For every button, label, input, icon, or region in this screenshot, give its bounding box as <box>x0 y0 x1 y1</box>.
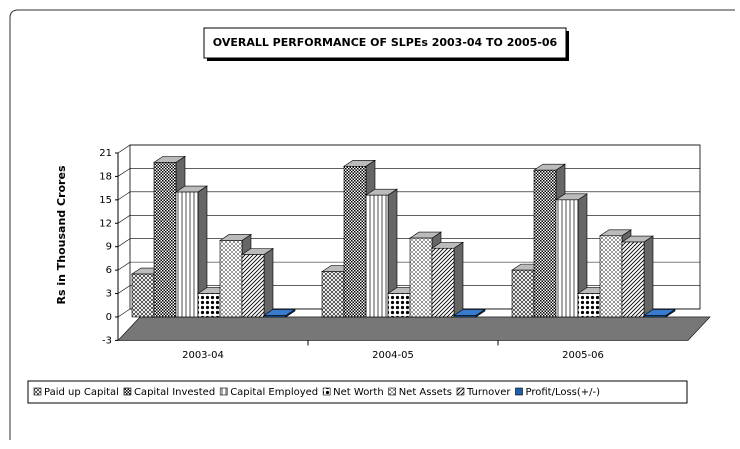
legend-label: Paid up Capital <box>44 387 119 398</box>
bar <box>263 315 287 318</box>
bar <box>343 165 367 318</box>
y-tick-label: -3 <box>102 335 112 346</box>
y-tick-label: 15 <box>99 195 112 206</box>
title-shadow <box>207 58 569 61</box>
bar <box>555 199 579 318</box>
grid-line <box>117 261 131 271</box>
bar <box>453 315 477 318</box>
y-axis-label: Rs in Thousand Crores <box>55 165 68 304</box>
bar-side <box>453 241 464 318</box>
grid-line <box>117 215 131 224</box>
bar <box>153 162 177 318</box>
legend-swatch <box>322 387 331 396</box>
bar <box>321 271 345 318</box>
grid-line <box>117 285 131 294</box>
bar-side <box>263 247 274 318</box>
y-tick-label: 21 <box>99 148 112 159</box>
grid-line <box>117 308 131 318</box>
legend-label: Capital Employed <box>230 387 318 398</box>
legend-swatch <box>33 387 42 396</box>
legend-label: Profit/Loss(+/-) <box>525 387 600 398</box>
x-tick-label: 2003-04 <box>182 350 224 361</box>
legend-box <box>27 380 688 404</box>
grid-line <box>117 144 131 154</box>
grid-line <box>117 168 131 177</box>
legend-swatch <box>456 387 465 396</box>
bar <box>131 273 155 318</box>
bar <box>577 293 601 318</box>
y-tick-label: 12 <box>99 218 112 229</box>
bar <box>219 240 243 318</box>
bar <box>409 237 433 318</box>
chart-title: OVERALL PERFORMANCE OF SLPEs 2003-04 TO … <box>213 36 558 49</box>
y-tick-label: 3 <box>106 289 112 300</box>
title-shadow <box>566 31 569 61</box>
bar <box>643 315 667 318</box>
bar <box>621 241 645 318</box>
y-tick-label: 0 <box>106 312 112 323</box>
grid-line <box>117 238 131 247</box>
bar <box>197 293 221 318</box>
x-tick-label: 2005-06 <box>562 350 604 361</box>
legend-label: Turnover <box>466 387 511 398</box>
legend-swatch <box>388 387 396 396</box>
bar <box>511 269 535 318</box>
bar <box>175 191 199 318</box>
grid-line <box>117 191 131 201</box>
legend-label: Net Worth <box>333 387 384 398</box>
legend-label: Net Assets <box>399 387 452 398</box>
y-tick-label: 6 <box>106 265 112 276</box>
bar <box>599 235 623 318</box>
legend-label: Capital Invested <box>134 387 215 398</box>
legend-swatch <box>515 387 523 396</box>
bar <box>387 293 411 318</box>
frame <box>9 9 735 440</box>
bar <box>431 247 455 318</box>
bar <box>241 254 265 318</box>
bar <box>365 194 389 318</box>
floor <box>117 316 711 341</box>
bar-side <box>643 235 654 318</box>
legend-swatch <box>219 387 228 396</box>
y-tick-label: 9 <box>106 242 112 253</box>
bar <box>533 169 557 318</box>
x-tick-label: 2004-05 <box>372 350 414 361</box>
legend-swatch <box>123 387 132 396</box>
y-tick-label: 18 <box>99 171 112 182</box>
